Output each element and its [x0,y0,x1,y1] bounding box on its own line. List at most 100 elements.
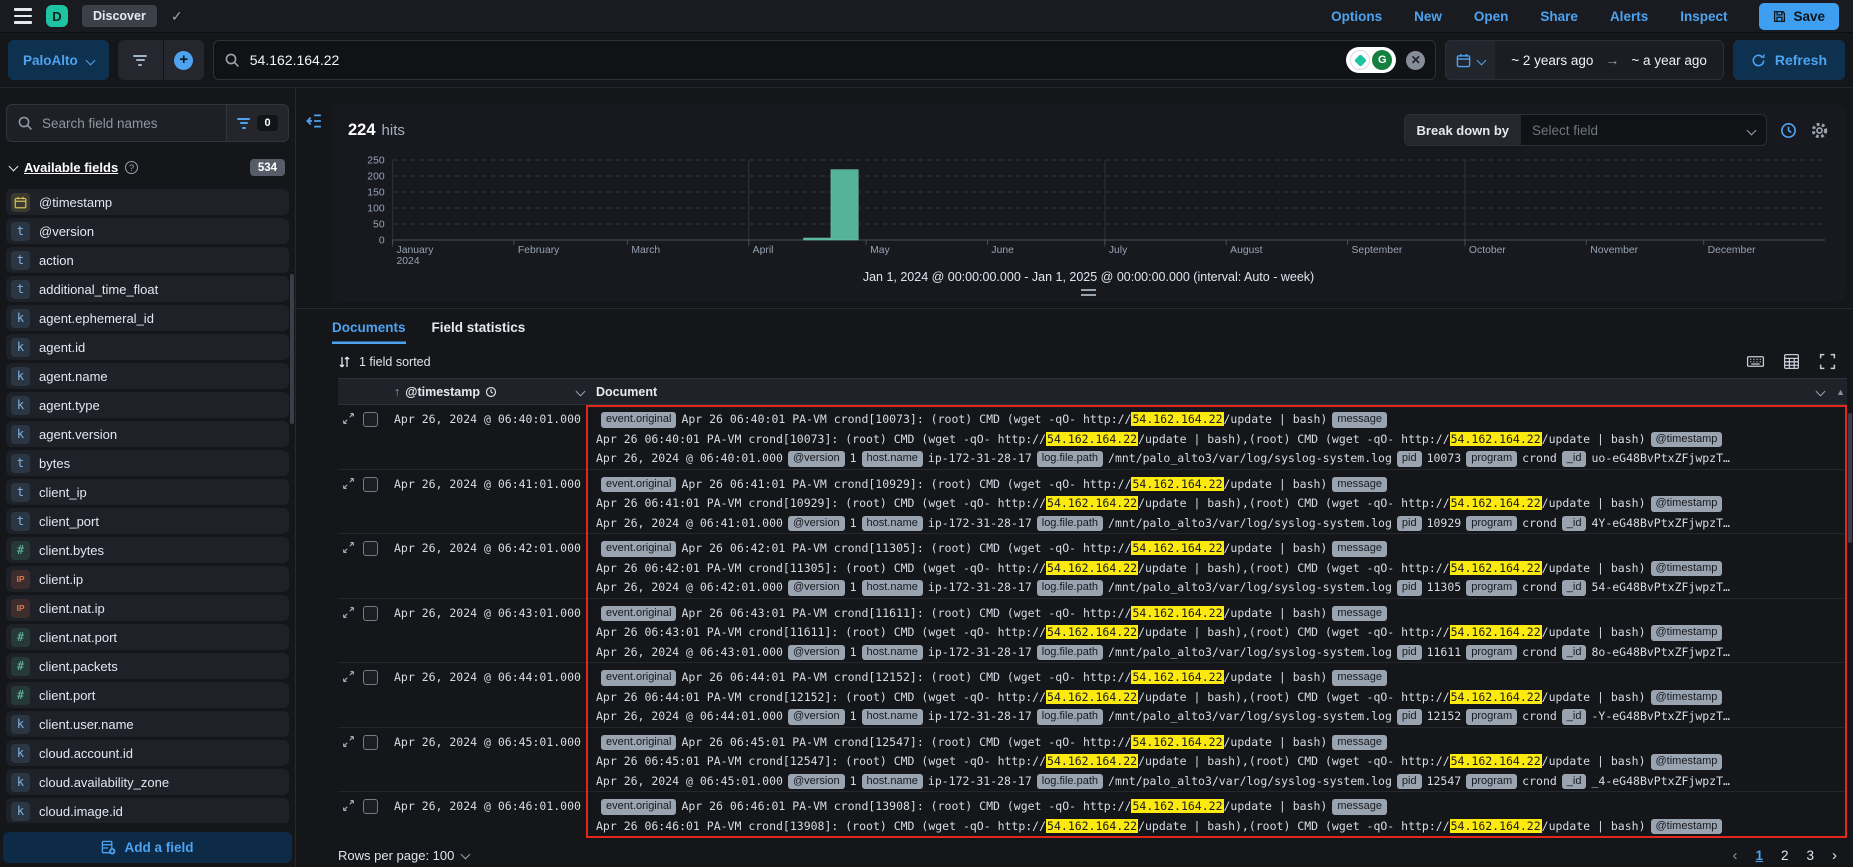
field-item-client.nat.ip[interactable]: IP client.nat.ip [6,595,289,621]
refresh-button[interactable]: Refresh [1732,40,1845,80]
break-down-by-select[interactable]: Select field [1521,115,1766,145]
tab-field-statistics[interactable]: Field statistics [431,320,526,335]
field-item-agent.id[interactable]: k agent.id [6,334,289,360]
field-item-cloud.account.id[interactable]: k cloud.account.id [6,740,289,766]
field-item-agent.version[interactable]: k agent.version [6,421,289,447]
nav-inspect[interactable]: Inspect [1680,8,1728,24]
add-filter-button[interactable]: + [164,40,204,80]
row-checkbox[interactable] [363,799,378,814]
document-cell[interactable]: event.original Apr 26 06:40:01 PA-VM cron… [596,410,1847,469]
field-item-cloud.image.id[interactable]: k cloud.image.id [6,798,289,823]
row-checkbox[interactable] [363,541,378,556]
date-to[interactable]: ~ a year ago [1631,52,1707,68]
document-cell[interactable]: event.original Apr 26 06:45:01 PA-VM cron… [596,733,1847,792]
document-cell[interactable]: event.original Apr 26 06:43:01 PA-VM cron… [596,604,1847,663]
collapse-sidebar-icon[interactable] [304,112,322,135]
breadcrumb[interactable]: Discover [82,5,157,27]
field-item-@version[interactable]: t @version [6,218,289,244]
column-document[interactable]: Document ▲ [596,384,1845,399]
page-2[interactable]: 2 [1780,848,1789,863]
timestamp-cell[interactable]: Apr 26, 2024 @ 06:44:01.000 [394,670,581,684]
search-query-input[interactable]: 54.162.164.22 G ✕ [212,40,1437,80]
grid-scrollbar[interactable] [1848,413,1852,543]
app-logo[interactable]: D [46,5,68,27]
timestamp-cell[interactable]: Apr 26, 2024 @ 06:42:01.000 [394,541,581,555]
field-item-client.packets[interactable]: # client.packets [6,653,289,679]
rows-per-page-button[interactable]: Rows per page: 100 [338,848,471,863]
extension-icon-1[interactable] [1350,50,1371,70]
field-item-cloud.availability_zone[interactable]: k cloud.availability_zone [6,769,289,795]
extension-icon-2[interactable]: G [1372,50,1393,70]
document-cell[interactable]: event.original Apr 26 06:46:01 PA-VM cron… [596,797,1847,837]
field-search-input[interactable]: Search field names 0 [6,104,289,142]
sidebar-scrollbar[interactable] [290,274,294,424]
expand-document-icon[interactable] [342,606,355,624]
available-fields-title[interactable]: Available fields [24,160,119,175]
timestamp-cell[interactable]: Apr 26, 2024 @ 06:41:01.000 [394,476,581,491]
chevron-down-icon[interactable] [8,161,19,172]
expand-document-icon[interactable] [342,412,355,430]
field-item-client.port[interactable]: # client.port [6,682,289,708]
expand-document-icon[interactable] [342,735,355,753]
row-checkbox[interactable] [363,605,378,621]
data-view-picker[interactable]: PaloAlto [8,40,109,80]
filter-icon-button[interactable] [118,40,164,80]
save-button[interactable]: Save [1759,2,1839,30]
page-3[interactable]: 3 [1806,848,1814,863]
timestamp-cell[interactable]: Apr 26, 2024 @ 06:40:01.000 [394,412,581,426]
keyboard-shortcuts-icon[interactable] [1746,352,1765,371]
nav-open[interactable]: Open [1473,8,1509,24]
nav-new[interactable]: New [1414,8,1442,24]
sorted-fields-label[interactable]: 1 field sorted [359,354,431,369]
field-item-client_ip[interactable]: t client_ip [6,479,289,505]
field-item-additional_time_float[interactable]: t additional_time_float [6,276,289,302]
field-item-client.ip[interactable]: IP client.ip [6,566,289,592]
page-1[interactable]: 1 [1755,848,1763,863]
timestamp-cell[interactable]: Apr 26, 2024 @ 06:46:01.000 [394,799,581,813]
field-item-action[interactable]: t action [6,247,289,273]
add-field-button[interactable]: Add a field [3,832,292,863]
expand-document-icon[interactable] [342,541,355,559]
field-item-client.nat.port[interactable]: # client.nat.port [6,624,289,650]
column-menu-icon[interactable] [1815,386,1826,397]
row-checkbox[interactable] [363,670,378,685]
nav-share[interactable]: Share [1540,8,1578,24]
row-checkbox[interactable] [363,412,378,427]
column-timestamp[interactable]: ↑ @timestamp [394,385,596,399]
column-menu-icon[interactable] [575,386,586,397]
chart-history-icon[interactable] [1779,121,1798,140]
timestamp-cell[interactable]: Apr 26, 2024 @ 06:43:01.000 [394,605,581,620]
expand-document-icon[interactable] [342,477,355,495]
timestamp-cell[interactable]: Apr 26, 2024 @ 06:45:01.000 [394,734,581,749]
field-item-client.user.name[interactable]: k client.user.name [6,711,289,737]
nav-alerts[interactable]: Alerts [1609,8,1649,24]
histogram-bar[interactable] [830,169,859,241]
chart-options-gear-icon[interactable] [1810,121,1829,140]
field-item-@timestamp[interactable]: @timestamp [6,189,289,215]
menu-icon[interactable] [14,8,32,24]
calendar-dropdown-button[interactable] [1446,41,1496,79]
field-item-client.bytes[interactable]: # client.bytes [6,537,289,563]
expand-document-icon[interactable] [342,799,355,817]
row-checkbox[interactable] [363,476,378,492]
field-item-bytes[interactable]: t bytes [6,450,289,476]
document-cell[interactable]: event.original Apr 26 06:42:01 PA-VM cron… [596,539,1847,598]
previous-page-icon[interactable]: ‹ [1732,847,1738,864]
expand-document-icon[interactable] [342,670,355,688]
document-cell[interactable]: event.original Apr 26 06:41:01 PA-VM cron… [596,475,1847,534]
field-item-agent.ephemeral_id[interactable]: k agent.ephemeral_id [6,305,289,331]
resize-handle[interactable] [1081,289,1096,296]
grid-view-icon[interactable] [1782,352,1801,371]
help-icon[interactable]: ? [125,161,139,174]
clear-query-icon[interactable]: ✕ [1406,50,1426,70]
query-text[interactable]: 54.162.164.22 [249,52,340,68]
field-item-agent.type[interactable]: k agent.type [6,392,289,418]
sort-fields-icon[interactable] [338,355,351,369]
next-page-icon[interactable]: › [1832,847,1837,864]
row-checkbox[interactable] [363,734,378,750]
field-item-agent.name[interactable]: k agent.name [6,363,289,389]
fullscreen-icon[interactable] [1818,352,1837,371]
histogram-bar[interactable] [803,237,832,241]
nav-options[interactable]: Options [1331,8,1383,24]
